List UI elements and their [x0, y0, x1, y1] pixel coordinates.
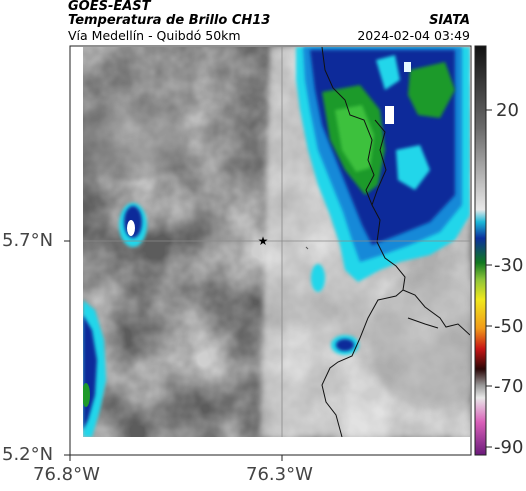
region-subtitle: Vía Medellín - Quibdó 50km — [68, 28, 241, 43]
source-label: SIATA — [429, 13, 470, 28]
graticule — [83, 47, 470, 437]
cloud-cell-west — [119, 203, 147, 247]
cloud-spot — [311, 264, 325, 292]
cold-cloud-ne — [296, 47, 470, 282]
colorbar-tick-label: -50 — [494, 316, 524, 337]
axis-ticks — [64, 240, 283, 461]
colorbar-tick-label: -70 — [494, 376, 524, 397]
datetime-label: 2024-02-04 03:49 — [357, 28, 470, 43]
colorbar-tick-label: 20 — [496, 100, 519, 121]
colorbar — [474, 45, 492, 456]
colorbar-tick-label: -30 — [494, 255, 524, 276]
lon-tick-label: 76.8°W — [33, 464, 100, 485]
product-title: Temperatura de Brillo CH13 — [68, 13, 271, 28]
cloud-edge-west — [83, 300, 106, 437]
colorbar-tick-label: -90 — [494, 437, 524, 458]
lon-tick-label: 76.3°W — [246, 464, 313, 485]
lat-tick-label: 5.7°N — [2, 230, 54, 251]
map-frame — [69, 45, 472, 456]
satellite-title: GOES-EAST — [68, 0, 151, 14]
cloud-cell-south — [331, 335, 359, 355]
cloud-field — [83, 47, 470, 437]
map-speck — [305, 246, 309, 250]
lat-tick-label: 5.2°N — [2, 444, 54, 465]
star-icon: ★ — [258, 234, 269, 248]
coastline-borders — [321, 47, 470, 437]
